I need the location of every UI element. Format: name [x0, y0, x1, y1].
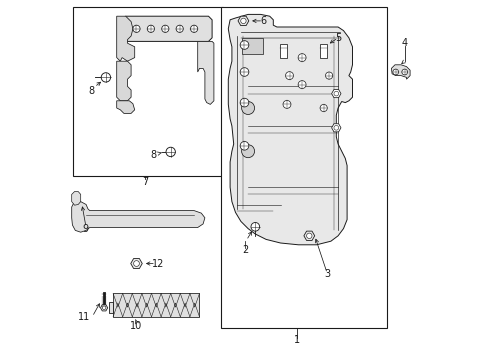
Polygon shape	[390, 65, 409, 79]
Circle shape	[240, 68, 248, 76]
Circle shape	[240, 141, 248, 150]
Polygon shape	[117, 61, 131, 101]
Circle shape	[240, 98, 248, 107]
Circle shape	[176, 25, 183, 32]
Polygon shape	[228, 14, 352, 245]
Circle shape	[162, 25, 168, 32]
Text: 12: 12	[152, 258, 164, 269]
Polygon shape	[72, 202, 204, 232]
Circle shape	[333, 91, 338, 96]
Bar	[108, 302, 113, 313]
Polygon shape	[331, 124, 340, 132]
Text: 10: 10	[129, 321, 142, 331]
Bar	[113, 293, 199, 317]
Polygon shape	[303, 231, 314, 240]
Text: 2: 2	[242, 245, 248, 255]
Polygon shape	[101, 305, 107, 311]
Circle shape	[190, 25, 197, 32]
Circle shape	[298, 81, 305, 89]
Polygon shape	[72, 192, 81, 205]
Circle shape	[147, 25, 154, 32]
Text: 7: 7	[142, 177, 148, 187]
Bar	[279, 44, 286, 58]
Polygon shape	[197, 41, 213, 104]
Circle shape	[298, 54, 305, 62]
Polygon shape	[117, 101, 134, 113]
Text: 8: 8	[88, 86, 94, 96]
Text: 9: 9	[82, 224, 88, 234]
Text: 11: 11	[78, 312, 90, 322]
Circle shape	[241, 102, 254, 114]
Polygon shape	[117, 16, 134, 61]
Circle shape	[325, 72, 332, 79]
Circle shape	[166, 147, 175, 157]
Bar	[73, 7, 223, 176]
Circle shape	[102, 306, 106, 310]
Circle shape	[101, 73, 110, 82]
Bar	[241, 38, 263, 54]
Polygon shape	[130, 258, 142, 269]
Circle shape	[133, 25, 140, 32]
Text: 3: 3	[324, 269, 330, 279]
Circle shape	[283, 100, 290, 108]
Text: 5: 5	[335, 33, 341, 43]
Polygon shape	[123, 16, 212, 41]
Circle shape	[320, 104, 326, 112]
Circle shape	[333, 125, 338, 130]
Circle shape	[285, 72, 293, 80]
Circle shape	[250, 222, 259, 231]
Circle shape	[306, 233, 311, 239]
Text: 8: 8	[150, 150, 157, 160]
Polygon shape	[331, 90, 340, 98]
Circle shape	[240, 18, 245, 23]
Circle shape	[240, 41, 248, 49]
Bar	[320, 44, 326, 58]
Circle shape	[392, 69, 398, 75]
Bar	[221, 7, 386, 328]
Polygon shape	[238, 16, 248, 26]
Circle shape	[241, 145, 254, 158]
Circle shape	[401, 69, 407, 75]
Circle shape	[133, 261, 139, 266]
Text: 6: 6	[260, 16, 266, 26]
Text: 1: 1	[293, 335, 299, 345]
Text: 4: 4	[401, 38, 407, 48]
